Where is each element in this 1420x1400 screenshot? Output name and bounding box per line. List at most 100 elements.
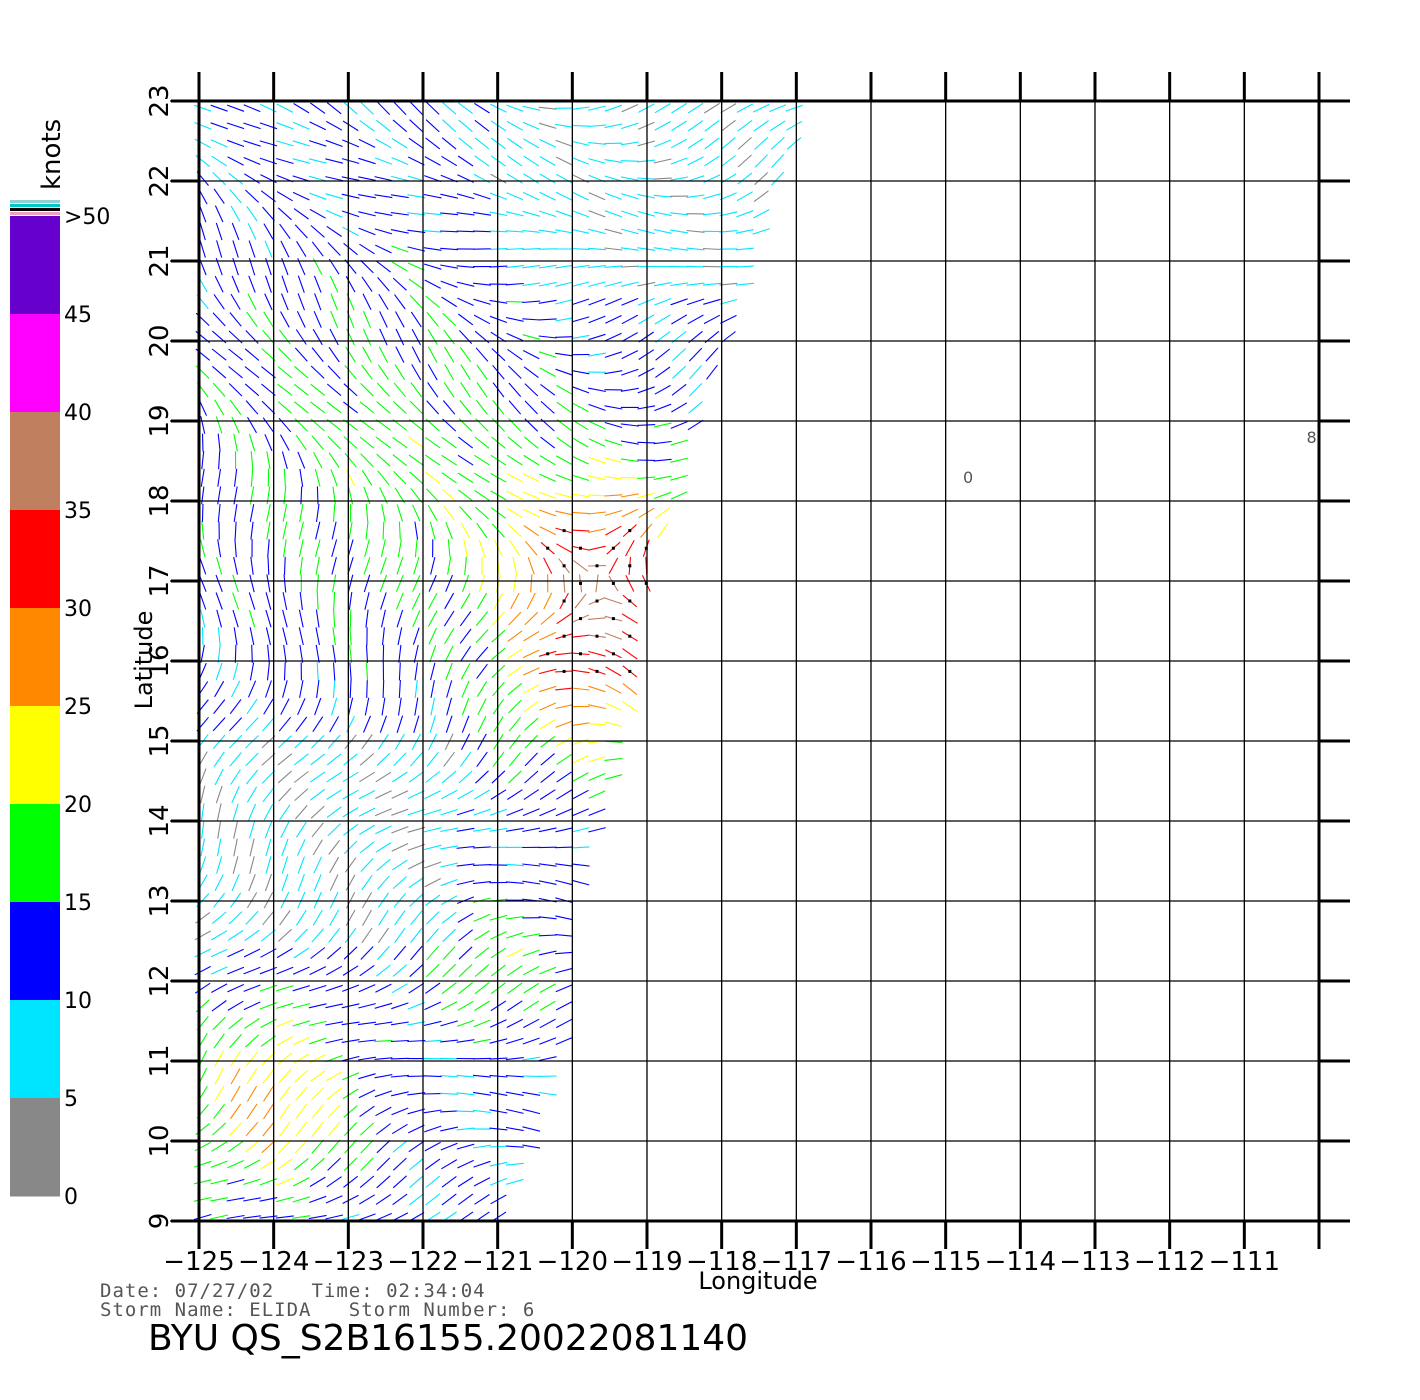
wind-vector <box>410 927 423 943</box>
wind-vector <box>393 752 407 767</box>
wind-vector <box>292 1196 311 1203</box>
wind-vector <box>294 1139 308 1154</box>
wind-vector <box>572 419 589 431</box>
wind-vector <box>523 684 540 694</box>
wind-vector <box>212 734 226 749</box>
wind-vector <box>375 983 392 993</box>
wind-vector <box>604 757 623 761</box>
wind-vector <box>199 240 206 258</box>
wind-vector <box>213 1103 226 1119</box>
wind-vector <box>315 521 321 540</box>
wind-vector <box>445 715 453 733</box>
wind-vector <box>427 329 438 345</box>
wind-vector <box>248 609 256 628</box>
wind-vector <box>293 947 310 959</box>
wind-vector <box>376 752 391 766</box>
wind-vector <box>229 399 242 416</box>
wind-vector <box>344 927 357 944</box>
wind-vector <box>343 436 358 450</box>
wind-vector <box>538 880 557 885</box>
wind-vector <box>264 434 273 452</box>
wind-vector <box>689 365 702 380</box>
wind-vector <box>522 933 541 938</box>
wind-vector <box>573 559 589 572</box>
wind-vector <box>343 946 358 960</box>
wind-vector <box>311 1139 325 1154</box>
wind-vector <box>440 212 459 216</box>
wind-vector <box>248 275 256 293</box>
rain-flag-dot <box>595 599 599 603</box>
wind-vector <box>490 789 507 800</box>
wind-vector <box>538 351 557 358</box>
wind-vector <box>704 119 720 132</box>
longitude-tick-label: −123 <box>313 1247 384 1277</box>
wind-vector <box>407 246 426 252</box>
wind-vector <box>572 755 589 764</box>
wind-vector <box>283 662 286 681</box>
wind-vector <box>512 574 517 593</box>
rain-flag-dot <box>611 581 615 585</box>
wind-vector <box>489 1109 508 1114</box>
wind-vector <box>376 382 390 397</box>
wind-vector <box>424 790 442 800</box>
wind-vector <box>283 644 287 663</box>
wind-vector <box>604 774 623 780</box>
wind-vector <box>216 838 222 857</box>
wind-vector <box>261 752 276 766</box>
wind-vector <box>704 155 720 167</box>
wind-vector <box>719 282 738 286</box>
wind-vector <box>489 315 508 324</box>
wind-vector <box>620 160 639 162</box>
wind-vector <box>507 155 523 167</box>
wind-vector <box>522 300 541 304</box>
wind-vector <box>508 611 522 626</box>
wind-vector <box>604 159 623 163</box>
wind-vector <box>720 155 736 167</box>
wind-vector <box>703 193 721 200</box>
wind-vector <box>473 1091 491 1096</box>
wind-vector <box>555 317 574 322</box>
wind-vector <box>637 247 656 251</box>
wind-vector <box>588 352 606 357</box>
wind-vector <box>374 211 393 216</box>
wind-vector <box>214 1067 224 1085</box>
wind-vector <box>377 364 389 380</box>
wind-vector <box>232 856 239 874</box>
wind-vector <box>543 557 553 575</box>
wind-vector <box>621 350 639 360</box>
wind-vector <box>408 436 424 449</box>
wind-vector <box>358 157 376 165</box>
wind-vector <box>211 348 227 361</box>
wind-vector <box>555 492 573 499</box>
colorbar-segment <box>10 412 60 511</box>
wind-vector <box>297 891 306 909</box>
wind-vector <box>374 1074 393 1079</box>
wind-vector <box>474 119 490 132</box>
wind-vector <box>392 1140 408 1153</box>
wind-vector <box>491 436 506 449</box>
wind-vector <box>425 1193 441 1206</box>
wind-vector <box>261 348 276 362</box>
wind-vector <box>277 383 293 396</box>
wind-vector <box>213 188 225 204</box>
wind-vector <box>670 298 688 306</box>
wind-vector <box>248 240 256 258</box>
wind-vector <box>441 436 457 449</box>
wind-vector <box>358 1073 376 1080</box>
rain-flag-dot <box>595 634 599 638</box>
wind-vector <box>330 293 338 311</box>
wind-vector <box>490 982 506 995</box>
wind-vector <box>309 140 327 147</box>
wind-vector <box>539 491 557 499</box>
wind-vector <box>374 228 393 235</box>
longitude-tick-label: −124 <box>238 1247 309 1277</box>
wind-vector <box>587 617 606 620</box>
wind-vector <box>316 680 320 698</box>
wind-vector <box>194 104 212 112</box>
wind-vector <box>376 1157 391 1171</box>
wind-vector <box>214 1050 225 1067</box>
wind-vector <box>315 627 320 646</box>
wind-vector <box>505 1126 524 1132</box>
wind-vector <box>311 1121 324 1137</box>
wind-vector <box>328 839 341 855</box>
